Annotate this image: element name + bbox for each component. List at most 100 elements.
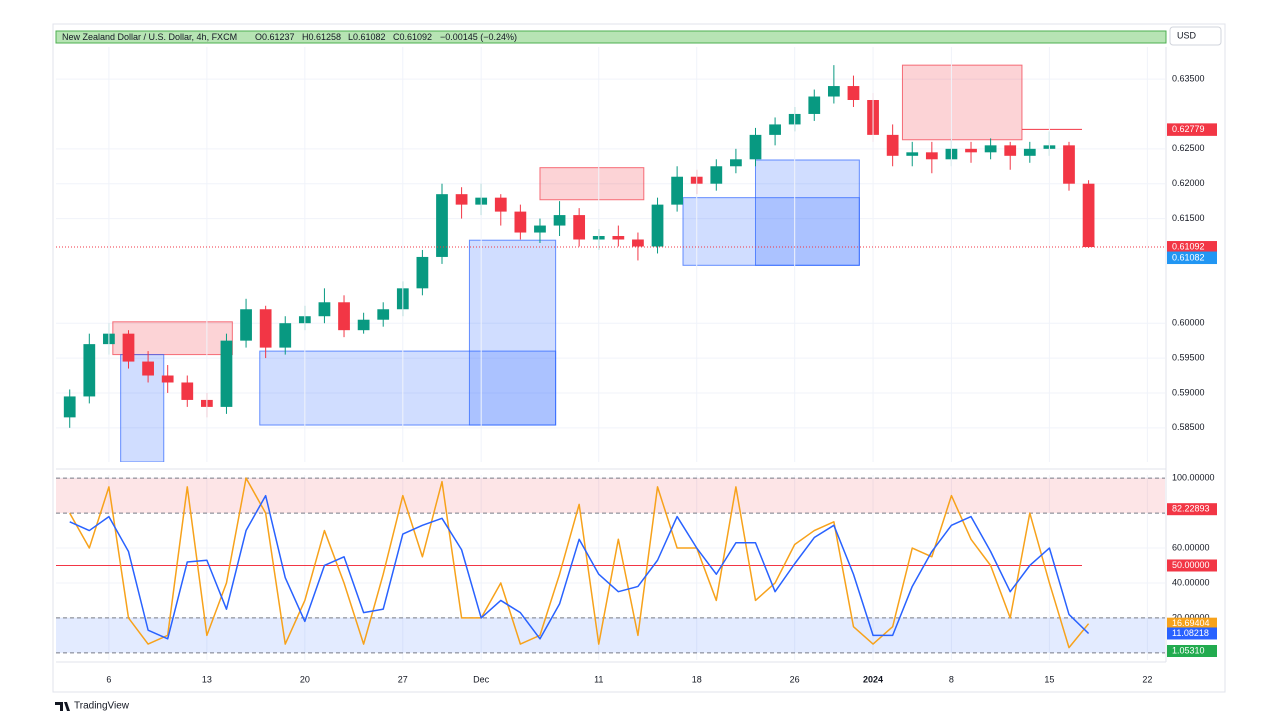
x-tick-label: 27 [398,674,408,684]
x-tick-label: 18 [692,674,702,684]
candle-body [1082,183,1095,248]
price-marker-label: 0.61092 [1172,241,1205,251]
zone [901,64,1023,141]
legend-bar [55,30,1167,44]
candle-body [377,309,390,320]
y-tick-label: 0.62000 [1172,178,1205,188]
x-tick-label: 6 [106,674,111,684]
candle-body [514,211,527,233]
x-tick-label: 20 [300,674,310,684]
candle-body [220,340,233,407]
candle-body [984,145,997,153]
candle-body [1063,145,1075,184]
candle-body [494,197,507,212]
ohlc-close: C0.61092 [393,32,432,42]
band [56,617,1165,653]
price-marker [1167,503,1217,516]
series-line [69,494,1090,640]
ohlc-high: H0.61258 [302,32,341,42]
candle-body [83,344,96,397]
candle-body [965,148,977,153]
y-tick-label: 60.00000 [1172,542,1210,552]
x-tick-label: 15 [1044,674,1054,684]
x-tick-label: 2024 [863,674,883,684]
y-tick-label: 40.00000 [1172,577,1210,587]
pane [56,477,1165,654]
candle-body [181,382,194,400]
brand: TradingView [74,701,130,712]
price-marker-label: 1.05310 [1172,645,1205,655]
price-marker-label: 11.08218 [1172,628,1209,638]
frame [52,23,1226,693]
candle-body [455,194,468,205]
candle-body [651,204,664,247]
x-tick-label: 11 [594,674,603,684]
candle-body [671,176,683,205]
zone [468,239,557,426]
legend: New Zealand Dollar / U.S. Dollar, 4h, FX… [62,32,517,42]
y-tick-label: 0.58500 [1172,422,1205,432]
symbol: New Zealand Dollar / U.S. Dollar, 4h, FX… [62,32,237,42]
candle-body [632,239,644,247]
price-marker-label: 82.22893 [1172,504,1210,514]
y-tick-label: 0.61500 [1172,213,1205,223]
price-marker [1167,252,1217,265]
candle-body [827,86,840,97]
candle-body [142,361,154,376]
candle-body [534,225,546,233]
candle-body [730,159,742,167]
candle-body [240,309,252,341]
y-tick-label: 20.00000 [1172,612,1210,622]
logo [55,702,70,711]
price-marker-label: 16.69404 [1172,618,1210,628]
y-tick-label: 0.60000 [1172,318,1205,328]
candle-body [279,323,292,348]
candle-body [710,166,723,184]
candle-body [808,96,821,114]
candle-body [612,236,625,240]
x-tick-label: 26 [790,674,800,684]
currency-button[interactable] [1169,26,1222,46]
candle-body [925,152,938,160]
candle-body [886,134,899,156]
zone [259,350,557,426]
y-tick-label: 0.63500 [1172,73,1205,83]
logo-icon [55,702,70,711]
candle-body [573,215,586,240]
candle-body [847,86,860,101]
price-marker-label: 50.00000 [1172,560,1210,570]
x-tick-label: 13 [202,674,212,684]
x-tick-label: 22 [1142,674,1152,684]
x-tick-label: 8 [949,674,954,684]
pane [56,64,1165,462]
candle-body [906,152,919,156]
y-tick-label: 0.59000 [1172,387,1205,397]
candle-body [161,375,174,383]
candle-body [338,302,350,331]
candle-body [436,194,448,257]
band [56,478,1165,514]
series-line [69,477,1090,649]
candle-body [769,124,781,135]
ohlc-low: L0.61082 [348,32,386,42]
candle-body [259,309,272,348]
candle-body [416,256,429,289]
x-tick-label: Dec [473,674,490,684]
candle-body [357,319,370,331]
price-marker [1167,617,1217,630]
candle-body [63,396,76,418]
currency[interactable]: USD [1177,30,1197,40]
y-tick-label: 100.00000 [1172,473,1215,483]
ohlc-open: O0.61237 [255,32,295,42]
price-marker [1167,559,1217,572]
candle-body [749,134,762,160]
change: −0.00145 (−0.24%) [440,32,517,42]
candle-body [122,333,135,362]
y-tick-label: 0.59500 [1172,352,1205,362]
price-marker [1167,123,1217,136]
candle-body [318,302,331,317]
price-marker-label: 0.61082 [1172,252,1205,262]
price-marker [1167,644,1217,657]
